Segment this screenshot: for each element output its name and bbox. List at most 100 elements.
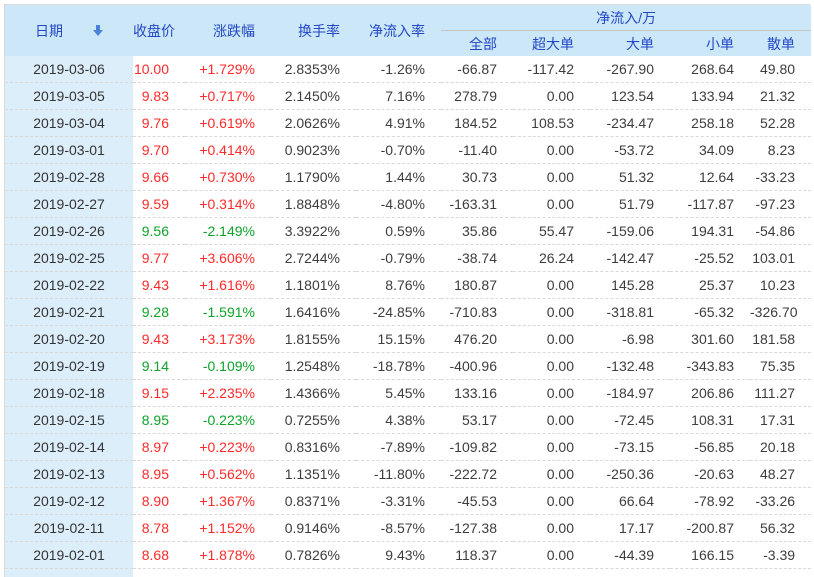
cell-scatter: 52.28 — [750, 109, 812, 137]
cell-turnover: 1.1801% — [271, 271, 356, 299]
cell-super-large: 26.24 — [513, 244, 590, 272]
cell-close: 8.95 — [133, 460, 185, 488]
cell-inflow-rate: 9.43% — [356, 541, 441, 569]
cell-small: -343.83 — [670, 352, 750, 380]
cell-close: 9.59 — [133, 190, 185, 218]
cell-super-large: 0.00 — [513, 136, 590, 164]
cell-large: -159.06 — [590, 217, 670, 245]
cell-super-large: 55.47 — [513, 217, 590, 245]
cell-super-large: 0.00 — [513, 514, 590, 542]
fund-flow-table: 日期 收盘价 涨跌幅 换手率 净流入率 净流入/万 全部 超大单 — [5, 5, 812, 577]
cell-all: 30.73 — [441, 163, 513, 191]
cell-close: 9.43 — [133, 325, 185, 353]
cell-scatter: 49.80 — [750, 56, 812, 83]
cell-scatter: 48.27 — [750, 460, 812, 488]
table-row: 2019-02-21 9.28 -1.591% 1.6416% -24.85% -710.… — [5, 298, 812, 326]
table-row: 2019-02-27 9.59 +0.314% 1.8848% -4.80% -163.3… — [5, 190, 812, 218]
cell-large: 145.28 — [590, 271, 670, 299]
cell-date: 2019-02-28 — [5, 163, 133, 191]
cell-date: 2019-03-04 — [5, 109, 133, 137]
cell-turnover: 0.7255% — [271, 406, 356, 434]
cell-scatter: -3.39 — [750, 541, 812, 569]
col-header-large: 大单 — [590, 30, 670, 56]
cell-change: -0.223% — [185, 406, 271, 434]
cell-super-large: 0.00 — [513, 568, 590, 577]
cell-change: +0.314% — [185, 190, 271, 218]
cell-all: 133.16 — [441, 379, 513, 407]
cell-inflow-rate: -1.26% — [356, 56, 441, 83]
table-row: 2019-02-20 9.43 +3.173% 1.8155% 15.15% 476.20… — [5, 325, 812, 353]
cell-inflow-rate: -0.70% — [356, 136, 441, 164]
cell-turnover: 1.2548% — [271, 352, 356, 380]
cell-small: 166.15 — [670, 541, 750, 569]
cell-all: -66.87 — [441, 56, 513, 83]
cell-all: -222.72 — [441, 460, 513, 488]
cell-scatter: -326.70 — [750, 298, 812, 326]
cell-close: 9.70 — [133, 136, 185, 164]
cell-inflow-rate: -13.61% — [356, 568, 441, 577]
cell-turnover: 1.1790% — [271, 163, 356, 191]
cell-close: 8.97 — [133, 433, 185, 461]
table-row: 2019-03-06 10.00 +1.729% 2.8353% -1.26% -66.8… — [5, 56, 812, 83]
col-header-change: 涨跌幅 — [185, 5, 271, 56]
cell-change: -0.109% — [185, 352, 271, 380]
cell-small: -200.87 — [670, 514, 750, 542]
cell-change: -2.405% — [185, 568, 271, 577]
cell-inflow-rate: -18.78% — [356, 352, 441, 380]
cell-all: -163.31 — [441, 190, 513, 218]
cell-all: -400.96 — [441, 352, 513, 380]
cell-small: 268.64 — [670, 56, 750, 83]
cell-all: -45.53 — [441, 487, 513, 515]
cell-small: -56.85 — [670, 433, 750, 461]
cell-close: 9.28 — [133, 298, 185, 326]
cell-close: 9.83 — [133, 82, 185, 110]
cell-small: -25.52 — [670, 244, 750, 272]
cell-turnover: 2.8353% — [271, 56, 356, 83]
cell-super-large: 0.00 — [513, 460, 590, 488]
cell-inflow-rate: 8.76% — [356, 271, 441, 299]
fund-flow-table-frame: 日期 收盘价 涨跌幅 换手率 净流入率 净流入/万 全部 超大单 — [4, 4, 812, 577]
cell-large: -267.90 — [590, 56, 670, 83]
cell-small: 108.31 — [670, 406, 750, 434]
cell-scatter: 8.23 — [750, 136, 812, 164]
cell-small: -65.32 — [670, 298, 750, 326]
cell-large: -184.97 — [590, 379, 670, 407]
cell-date: 2019-02-20 — [5, 325, 133, 353]
cell-scatter: 75.35 — [750, 352, 812, 380]
cell-all: -710.83 — [441, 298, 513, 326]
table-row: 2019-02-11 8.78 +1.152% 0.9146% -8.57% -127.3… — [5, 514, 812, 542]
cell-super-large: 0.00 — [513, 271, 590, 299]
cell-scatter: 56.32 — [750, 514, 812, 542]
table-row: 2019-01-318.52-2.405%1.1689%-13.61%-252.… — [5, 568, 812, 577]
col-header-inflow-rate: 净流入率 — [356, 5, 441, 56]
cell-change: +1.616% — [185, 271, 271, 299]
cell-small: 206.86 — [670, 379, 750, 407]
table-row: 2019-03-05 9.83 +0.717% 2.1450% 7.16% 278.79 0… — [5, 82, 812, 110]
cell-scatter: 10.23 — [750, 271, 812, 299]
cell-inflow-rate: 15.15% — [356, 325, 441, 353]
table-row: 2019-02-19 9.14 -0.109% 1.2548% -18.78% -400.… — [5, 352, 812, 380]
col-header-date[interactable]: 日期 — [5, 5, 133, 56]
table-row: 2019-03-04 9.76 +0.619% 2.0626% 4.91% 184.52 1… — [5, 109, 812, 137]
cell-large: -73.15 — [590, 433, 670, 461]
cell-all: -252.52 — [441, 568, 513, 577]
cell-date: 2019-02-19 — [5, 352, 133, 380]
cell-scatter: -33.23 — [750, 163, 812, 191]
cell-large: -142.47 — [590, 244, 670, 272]
cell-super-large: 0.00 — [513, 487, 590, 515]
cell-super-large: 0.00 — [513, 82, 590, 110]
table-row: 2019-02-12 8.90 +1.367% 0.8371% -3.31% -45.53… — [5, 487, 812, 515]
cell-small: 34.09 — [670, 136, 750, 164]
cell-date: 2019-03-06 — [5, 56, 133, 83]
cell-change: +0.562% — [185, 460, 271, 488]
cell-date: 2019-02-12 — [5, 487, 133, 515]
col-header-close: 收盘价 — [133, 5, 185, 56]
cell-all: -127.38 — [441, 514, 513, 542]
cell-close: 8.52 — [133, 568, 185, 577]
cell-small: -78.92 — [670, 487, 750, 515]
cell-turnover: 2.7244% — [271, 244, 356, 272]
table-row: 2019-02-13 8.95 +0.562% 1.1351% -11.80% -222.… — [5, 460, 812, 488]
cell-super-large: 108.53 — [513, 109, 590, 137]
cell-scatter: 21.32 — [750, 82, 812, 110]
cell-turnover: 0.9023% — [271, 136, 356, 164]
